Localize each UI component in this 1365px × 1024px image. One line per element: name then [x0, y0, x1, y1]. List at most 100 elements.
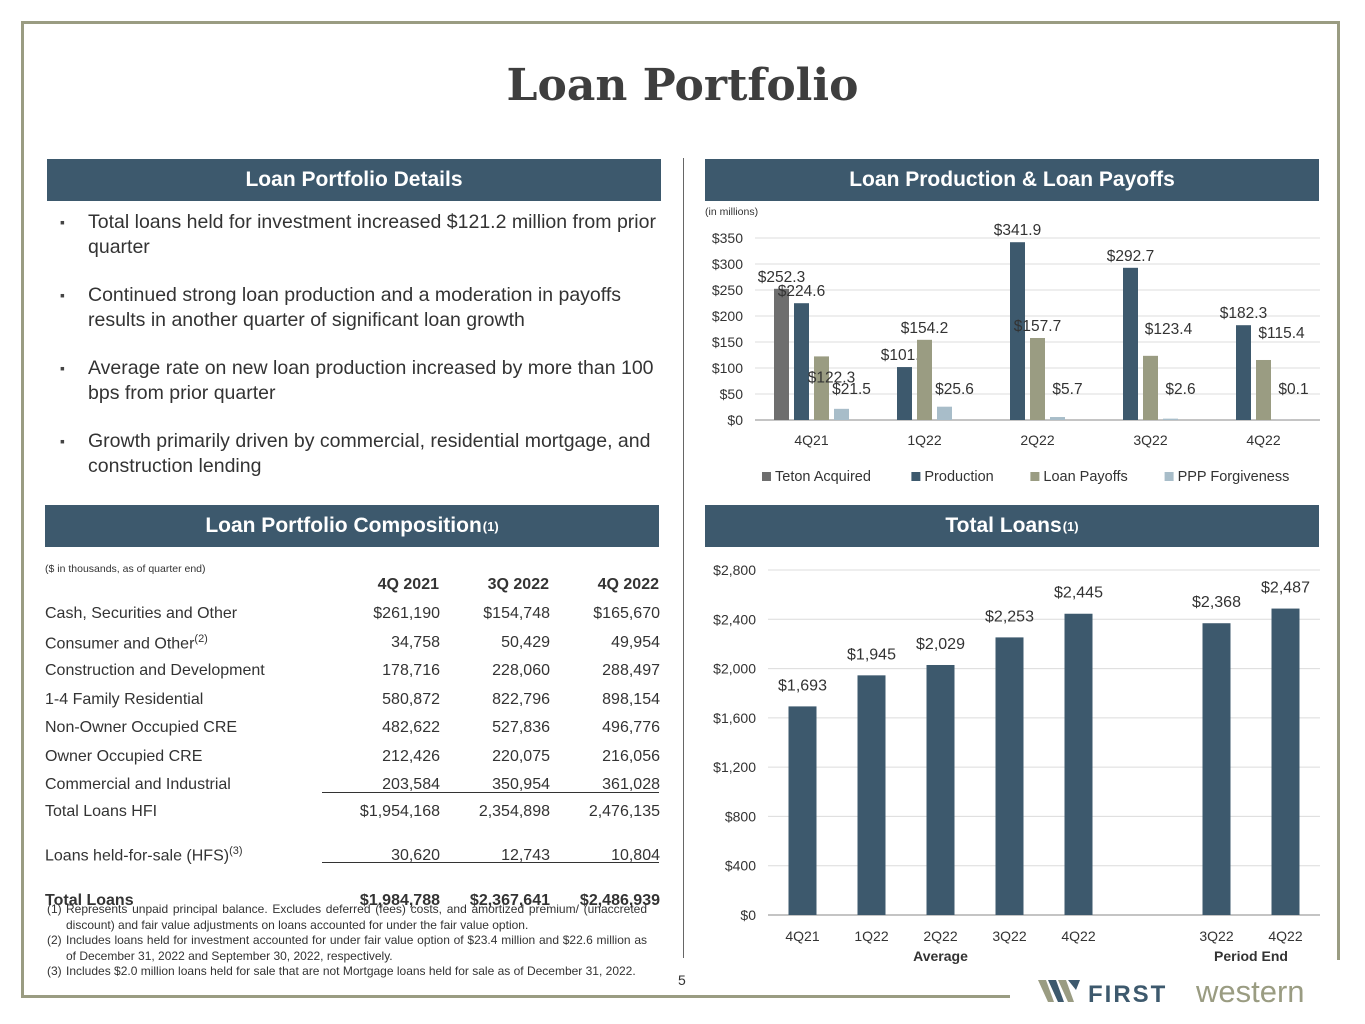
data-label: $2,368	[1192, 594, 1241, 611]
x-tick-label: 3Q22	[1133, 432, 1167, 448]
footnotes: (1) Represents unpaid principal balance. …	[47, 902, 647, 980]
group-label: Period End	[1214, 948, 1288, 964]
details-bullet-list: Total loans held for investment increase…	[60, 210, 660, 502]
legend-swatch	[1164, 472, 1174, 481]
bar-production	[1123, 267, 1138, 420]
data-label: $5.7	[1052, 381, 1082, 398]
total-loans-chart: $0 $400 $800 $1,200 $1,600 $2,000 $2,400 $2,800…	[713, 562, 1320, 964]
column-header: 4Q 2022	[597, 576, 659, 593]
footnote: (1) Represents unpaid principal balance. …	[47, 902, 647, 932]
legend-label: PPP Forgiveness	[1178, 469, 1290, 485]
y-tick-label: $2,800	[713, 562, 756, 578]
bar-total-loans	[1202, 623, 1231, 915]
bar-total-loans	[995, 637, 1024, 915]
row-label: Owner Occupied CRE	[45, 747, 203, 765]
cell-value: $2,367,641	[469, 891, 550, 909]
y-tick-label: $200	[712, 308, 743, 324]
table-row: Owner Occupied CRE 212,426 220,075 216,056	[45, 743, 660, 772]
row-label: Loans held-for-sale (HFS)	[45, 847, 230, 865]
cell-value: 212,426	[382, 747, 440, 765]
x-tick-label: 3Q22	[992, 928, 1026, 944]
cell-value: 288,497	[602, 662, 660, 680]
bar-total-loans	[1271, 608, 1300, 915]
legend-label: Production	[924, 469, 993, 485]
data-label: $252.3	[758, 269, 805, 286]
y-tick-label: $0	[740, 907, 756, 923]
legend-swatch	[911, 472, 921, 481]
cell-value: $165,670	[593, 605, 660, 623]
y-tick-label: $250	[712, 282, 743, 298]
cell-value: 527,836	[492, 719, 550, 737]
total-hfi-row: Total Loans HFI $1,954,168 2,354,898 2,476,…	[45, 800, 660, 824]
bar-production	[794, 303, 809, 420]
cell-value: 496,776	[602, 719, 660, 737]
x-tick-label: 3Q22	[1199, 928, 1233, 944]
bar-total-loans	[857, 675, 886, 915]
y-tick-label: $0	[727, 412, 743, 428]
total-loans-header: Total Loans (1)	[705, 505, 1319, 547]
bar-loan-payoffs	[1030, 337, 1045, 420]
logo-text-first: FIRST	[1088, 981, 1167, 1008]
x-tick-label: 4Q21	[794, 432, 828, 448]
table-row: Consumer and Other(2) 34,758 50,429 49,954	[45, 629, 660, 658]
logo-text-western: western	[1195, 974, 1305, 1008]
data-label: $123.4	[1145, 321, 1193, 338]
y-tick-label: $1,600	[713, 710, 756, 726]
row-label: Commercial and Industrial	[45, 776, 231, 794]
column-divider	[683, 158, 684, 958]
table-row: 1-4 Family Residential 580,872 822,796 898,…	[45, 686, 660, 715]
table-header-row: 4Q 2021 3Q 2022 4Q 2022	[45, 570, 660, 600]
y-tick-label: $300	[712, 256, 743, 272]
cell-value: 178,716	[382, 662, 440, 680]
row-label: Non-Owner Occupied CRE	[45, 719, 238, 737]
composition-units-note: ($ in thousands, as of quarter end)	[45, 563, 206, 575]
cell-value: $261,190	[373, 605, 440, 623]
legend-swatch	[762, 472, 771, 481]
footnote: (3) Includes $2.0 million loans held for …	[47, 964, 636, 978]
hfs-rule	[322, 862, 659, 863]
bar-production	[897, 367, 912, 420]
data-label: $101.8	[881, 347, 928, 364]
details-bullet: Growth primarily driven by commercial, r…	[60, 429, 660, 479]
row-label: Cash, Securities and Other	[45, 605, 238, 623]
table-row: Cash, Securities and Other $261,190 $154,7…	[45, 600, 660, 629]
table-row: Commercial and Industrial 203,584 350,954 3…	[45, 771, 660, 800]
production-chart: $0 $50 $100 $150 $200 $250 $300 $350 $252.3$224.…	[712, 222, 1320, 485]
legend-label: Loan Payoffs	[1043, 469, 1127, 485]
bar-production	[1236, 325, 1251, 420]
x-tick-label: 2Q22	[923, 928, 957, 944]
cell-value: 203,584	[382, 776, 440, 794]
bar-loan-payoffs	[814, 356, 829, 420]
y-tick-label: $50	[720, 386, 744, 402]
page-number: 5	[678, 972, 686, 988]
cell-value: 10,804	[611, 846, 660, 864]
y-tick-label: $800	[725, 808, 756, 824]
y-tick-label: $2,400	[713, 611, 756, 627]
data-label: $2,029	[916, 636, 965, 653]
data-label: $154.2	[901, 320, 948, 337]
data-label: $224.6	[778, 283, 825, 300]
x-tick-label: 1Q22	[907, 432, 941, 448]
production-header: Loan Production & Loan Payoffs	[705, 159, 1319, 201]
data-label: $115.4	[1258, 325, 1305, 342]
row-label: Construction and Development	[45, 662, 265, 680]
y-tick-label: $400	[725, 858, 756, 874]
data-label: $157.7	[1014, 318, 1061, 335]
data-label: $122.3	[808, 369, 855, 386]
row-label: Total Loans HFI	[45, 802, 158, 820]
y-tick-label: $100	[712, 360, 743, 376]
y-tick-label: $150	[712, 334, 743, 350]
data-label: $21.5	[832, 381, 871, 398]
data-label: $1,693	[778, 677, 827, 694]
data-label: $2,445	[1054, 585, 1103, 602]
logo-mark-icon	[1038, 980, 1080, 1002]
y-tick-label: $2,000	[713, 661, 756, 677]
data-label: $182.3	[1220, 305, 1267, 322]
x-tick-label: 4Q22	[1061, 928, 1095, 944]
bar-ppp-forgiveness	[1163, 418, 1178, 420]
total-row: Total Loans $1,984,788 $2,367,641 $2,486,93…	[45, 888, 660, 914]
company-logo: FIRST western	[1038, 974, 1305, 1008]
cell-value: 580,872	[382, 690, 440, 708]
cell-value: $154,748	[483, 605, 550, 623]
hfs-row: Loans held-for-sale (HFS)(3) 30,620 12,743…	[45, 824, 660, 888]
